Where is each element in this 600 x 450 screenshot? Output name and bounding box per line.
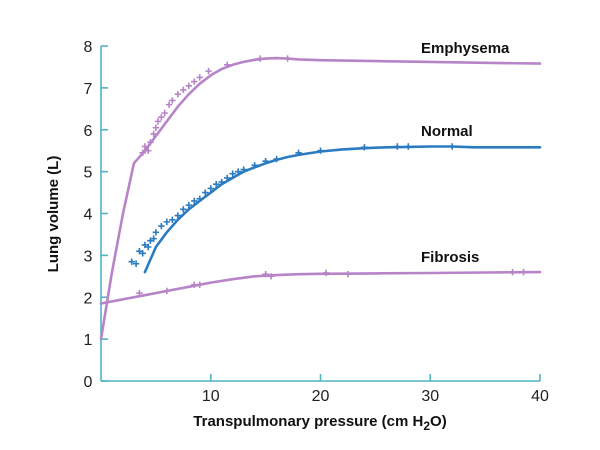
data-point-normal bbox=[234, 168, 242, 175]
series-emphysema bbox=[99, 55, 542, 341]
series-label-fibrosis: Fibrosis bbox=[421, 249, 479, 266]
data-point-normal bbox=[405, 143, 412, 150]
x-tick-label: 10 bbox=[202, 388, 220, 405]
data-point-normal bbox=[196, 195, 203, 203]
data-point-normal bbox=[449, 143, 456, 150]
y-tick-label: 4 bbox=[84, 207, 93, 224]
x-tick-label: 20 bbox=[312, 388, 330, 405]
data-point-normal bbox=[218, 178, 225, 186]
data-point-emphysema bbox=[180, 86, 187, 94]
series-label-normal: Normal bbox=[421, 123, 473, 140]
data-point-normal bbox=[213, 180, 220, 188]
data-point-normal bbox=[169, 216, 176, 223]
data-point-normal bbox=[141, 241, 149, 249]
y-tick-label: 5 bbox=[84, 165, 93, 182]
data-point-normal bbox=[163, 218, 171, 226]
data-point-normal bbox=[185, 201, 192, 209]
data-point-normal bbox=[132, 260, 140, 267]
data-point-fibrosis bbox=[322, 269, 330, 277]
data-point-normal bbox=[202, 189, 209, 196]
series-fibrosis bbox=[99, 268, 542, 305]
data-point-emphysema bbox=[139, 149, 146, 156]
data-point-fibrosis bbox=[267, 273, 275, 280]
series-layer bbox=[99, 55, 542, 341]
data-point-fibrosis bbox=[520, 268, 527, 276]
data-point-fibrosis bbox=[262, 271, 269, 278]
data-point-fibrosis bbox=[163, 287, 171, 295]
data-point-normal bbox=[229, 170, 236, 177]
axes: 0 1 2 3 4 5 6 7 8 10 20 30 40 bbox=[84, 39, 549, 405]
data-point-normal bbox=[139, 250, 146, 257]
data-point-normal bbox=[361, 144, 368, 151]
series-normal bbox=[128, 143, 542, 274]
x-axis-title-subscript: 2 bbox=[423, 419, 430, 433]
series-label-emphysema: Emphysema bbox=[421, 40, 510, 57]
data-point-normal bbox=[207, 185, 214, 192]
x-axis-title: Transpulmonary pressure (cm H2O) bbox=[193, 413, 446, 433]
data-point-normal bbox=[224, 174, 231, 182]
x-axis-title-end: O) bbox=[430, 413, 447, 430]
y-tick-label: 7 bbox=[84, 81, 93, 98]
data-point-fibrosis bbox=[136, 289, 143, 297]
data-point-emphysema bbox=[147, 139, 154, 146]
data-point-normal bbox=[136, 247, 143, 255]
data-point-normal bbox=[180, 206, 187, 213]
data-point-emphysema bbox=[144, 147, 152, 154]
series-line-emphysema bbox=[99, 56, 542, 341]
data-point-normal bbox=[295, 149, 302, 156]
data-point-emphysema bbox=[152, 124, 160, 131]
data-point-normal bbox=[174, 212, 182, 219]
data-point-normal bbox=[147, 237, 154, 244]
data-point-normal bbox=[251, 162, 258, 169]
x-tick-label: 40 bbox=[531, 388, 549, 405]
data-point-emphysema bbox=[185, 82, 192, 89]
data-point-emphysema bbox=[174, 90, 182, 98]
data-point-normal bbox=[152, 229, 160, 236]
data-point-normal bbox=[128, 258, 135, 265]
series-line-normal bbox=[143, 145, 542, 274]
data-point-fibrosis bbox=[344, 271, 352, 278]
data-point-fibrosis bbox=[196, 281, 203, 288]
y-axis-title: Lung volume (L) bbox=[45, 156, 62, 273]
y-tick-label: 1 bbox=[84, 332, 93, 349]
data-point-normal bbox=[150, 235, 157, 242]
data-point-emphysema bbox=[165, 101, 173, 108]
data-point-emphysema bbox=[205, 67, 212, 75]
data-point-normal bbox=[273, 155, 280, 163]
data-point-emphysema bbox=[154, 118, 162, 125]
data-point-emphysema bbox=[169, 97, 176, 104]
data-point-normal bbox=[191, 197, 198, 205]
data-point-emphysema bbox=[196, 74, 203, 81]
y-tick-label: 0 bbox=[84, 374, 93, 391]
y-tick-label: 2 bbox=[84, 290, 93, 307]
data-point-normal bbox=[158, 222, 165, 230]
y-tick-label: 3 bbox=[84, 248, 93, 265]
x-axis-title-main: Transpulmonary pressure (cm H bbox=[193, 413, 423, 430]
data-point-normal bbox=[394, 143, 401, 150]
data-point-emphysema bbox=[224, 61, 231, 69]
y-tick-label: 8 bbox=[84, 39, 93, 56]
data-point-emphysema bbox=[284, 55, 291, 62]
data-point-emphysema bbox=[150, 130, 157, 138]
data-point-emphysema bbox=[161, 109, 168, 117]
data-point-fibrosis bbox=[509, 268, 516, 276]
data-point-normal bbox=[262, 157, 269, 165]
series-line-fibrosis bbox=[99, 270, 542, 305]
data-point-emphysema bbox=[141, 143, 149, 150]
data-point-normal bbox=[317, 147, 324, 154]
data-point-fibrosis bbox=[191, 281, 198, 288]
data-point-emphysema bbox=[158, 113, 165, 121]
y-tick-label: 6 bbox=[84, 123, 93, 140]
data-point-normal bbox=[240, 166, 247, 173]
x-tick-label: 30 bbox=[421, 388, 439, 405]
data-point-normal bbox=[144, 243, 152, 251]
data-point-emphysema bbox=[191, 78, 198, 85]
data-point-emphysema bbox=[256, 55, 264, 62]
